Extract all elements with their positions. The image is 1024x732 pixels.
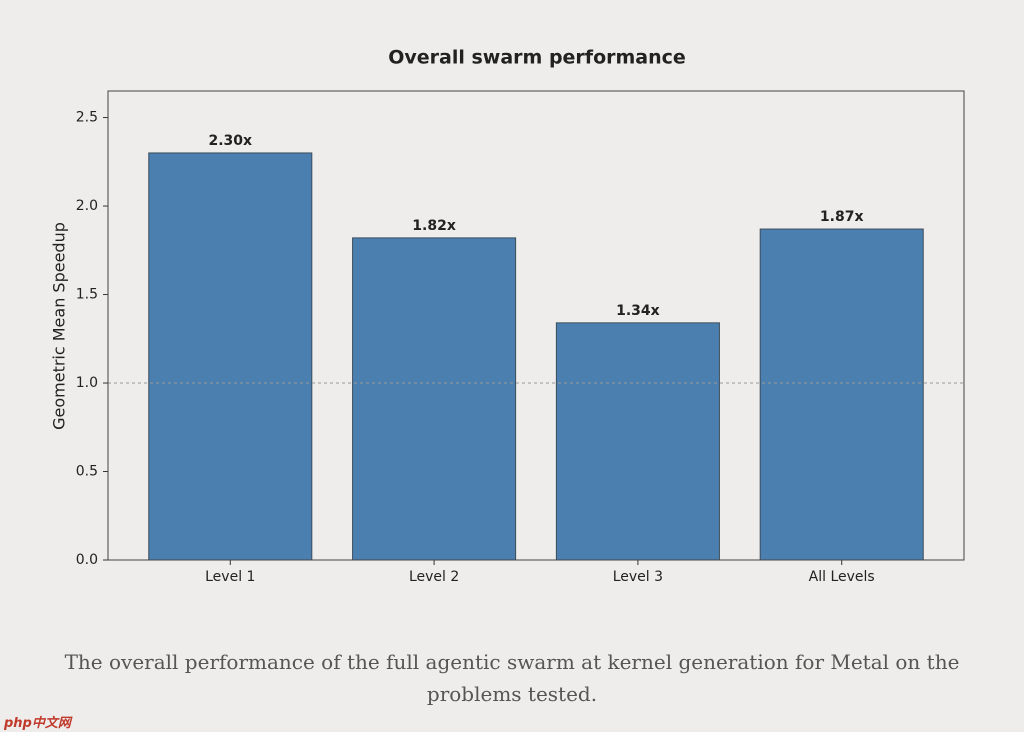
bar xyxy=(352,237,517,561)
value-label: 1.34x xyxy=(616,303,660,319)
x-tick-label: Level 2 xyxy=(409,569,459,585)
y-tick-label: 1.5 xyxy=(76,287,98,303)
caption: The overall performance of the full agen… xyxy=(64,650,960,706)
x-tick-label: All Levels xyxy=(809,569,875,585)
chart: Overall swarm performance Geometric Mean… xyxy=(50,47,965,585)
x-tick-label: Level 3 xyxy=(613,569,663,585)
y-tick-label: 0.0 xyxy=(76,552,98,568)
bar xyxy=(148,152,313,561)
y-axis-label: Geometric Mean Speedup xyxy=(50,222,69,430)
y-tick-label: 1.0 xyxy=(76,375,98,391)
x-tick-label: Level 1 xyxy=(205,569,255,585)
value-label: 2.30x xyxy=(208,133,252,149)
y-tick-label: 2.5 xyxy=(76,110,98,126)
y-tick-label: 2.0 xyxy=(76,198,98,214)
y-tick-label: 0.5 xyxy=(76,464,98,480)
bar xyxy=(759,228,924,561)
value-label: 1.82x xyxy=(412,218,456,234)
watermark: php中文网 xyxy=(4,716,71,731)
value-label: 1.87x xyxy=(820,209,864,225)
plot-frame xyxy=(107,90,965,561)
bar xyxy=(555,322,720,561)
chart-title: Overall swarm performance xyxy=(388,47,686,69)
